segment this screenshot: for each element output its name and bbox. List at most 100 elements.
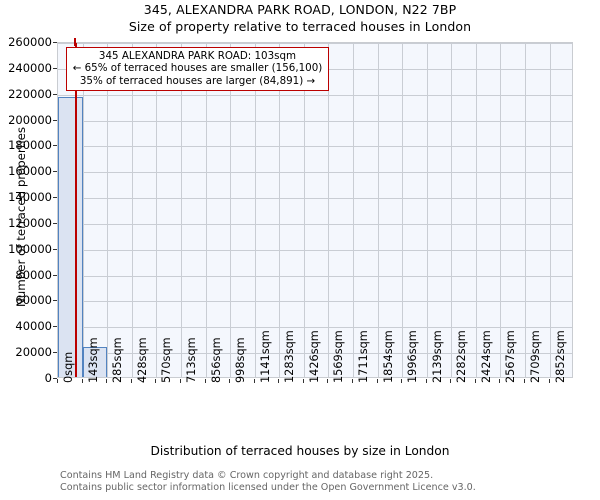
gridline-vertical: [525, 43, 526, 377]
x-axis-tick-mark: [254, 379, 255, 383]
y-axis-tick-label: 220000: [8, 86, 52, 101]
x-axis-tick-label: 1141sqm: [258, 330, 272, 383]
x-axis-tick-mark: [327, 379, 328, 383]
x-axis-tick-mark: [377, 379, 378, 383]
gridline-horizontal: [58, 43, 572, 44]
y-axis-tick-mark: [53, 171, 57, 173]
y-axis-title: Number of terraced properties: [14, 126, 28, 308]
x-axis-tick-label: 2709sqm: [528, 330, 542, 383]
y-axis-tick-label: 240000: [8, 60, 52, 75]
y-axis-tick-mark: [53, 378, 57, 379]
x-axis-tick-label: 570sqm: [160, 337, 174, 383]
gridline-vertical: [156, 43, 157, 377]
x-axis-tick-mark: [180, 379, 181, 383]
x-axis-tick-mark: [524, 379, 525, 383]
gridline-horizontal: [58, 327, 572, 328]
x-axis-tick-mark: [106, 379, 107, 383]
gridline-horizontal: [58, 172, 572, 173]
y-axis-tick-label: 120000: [8, 215, 52, 230]
gridline-vertical: [83, 43, 84, 377]
y-axis-tick-mark: [53, 248, 57, 250]
y-axis-tick-label: 200000: [8, 112, 52, 127]
x-axis-tick-mark: [352, 379, 353, 383]
gridline-vertical: [451, 43, 452, 377]
property-annotation-box: 345 ALEXANDRA PARK ROAD: 103sqm ← 65% of…: [66, 47, 329, 91]
x-axis-title: Distribution of terraced houses by size …: [150, 444, 450, 458]
x-axis-tick-mark: [205, 379, 206, 383]
x-axis-tick-mark: [278, 379, 279, 383]
x-axis-tick-mark: [426, 379, 427, 383]
y-axis-tick-mark: [53, 119, 57, 121]
y-axis-tick-mark: [53, 93, 57, 95]
gridline-horizontal: [58, 224, 572, 225]
x-axis-tick-label: 1854sqm: [381, 330, 395, 383]
plot-area: [57, 42, 573, 378]
gridline-vertical: [279, 43, 280, 377]
gridline-vertical: [132, 43, 133, 377]
x-axis-tick-label: 2852sqm: [553, 330, 567, 383]
y-axis-tick-label: 140000: [8, 190, 52, 205]
annotation-line-1: 345 ALEXANDRA PARK ROAD: 103sqm: [98, 50, 297, 62]
gridline-vertical: [353, 43, 354, 377]
y-axis-tick-label: 80000: [15, 267, 52, 282]
y-axis-tick-label: 260000: [8, 35, 52, 49]
annotation-line-3: 35% of terraced houses are larger (84,89…: [79, 74, 316, 87]
gridline-vertical: [476, 43, 477, 377]
page-subtitle: Size of property relative to terraced ho…: [128, 19, 472, 34]
y-axis-tick-label: 0: [44, 371, 52, 385]
gridline-vertical: [181, 43, 182, 377]
x-axis-tick-mark: [549, 379, 550, 383]
x-axis-tick-mark: [450, 379, 451, 383]
gridline-vertical: [255, 43, 256, 377]
x-axis-tick-mark: [401, 379, 402, 383]
x-axis-tick-mark: [155, 379, 156, 383]
y-axis-tick-label: 160000: [8, 164, 52, 179]
y-axis-tick-label: 60000: [15, 293, 52, 308]
y-axis-tick-label: 40000: [15, 319, 52, 334]
x-axis-tick-label: 1996sqm: [406, 330, 419, 383]
y-axis-tick-mark: [53, 197, 57, 199]
annotation-line-2: ← 65% of terraced houses are smaller (15…: [72, 62, 323, 75]
marker-line: [74, 43, 77, 377]
x-axis-tick-label: 2139sqm: [430, 330, 444, 383]
gridline-horizontal: [58, 250, 572, 251]
marker-line-extension: [73, 38, 76, 46]
gridline-vertical: [550, 43, 551, 377]
gridline-horizontal: [58, 95, 572, 96]
y-axis-tick-mark: [53, 326, 57, 328]
y-axis-tick-mark: [53, 67, 57, 69]
x-axis-tick-label: 1283sqm: [283, 330, 297, 383]
x-axis-tick-label: 285sqm: [111, 337, 125, 383]
x-axis-tick-label: 1426sqm: [307, 330, 321, 383]
y-axis-tick-mark: [53, 145, 57, 147]
gridline-horizontal: [58, 198, 572, 199]
gridline-vertical: [304, 43, 305, 377]
gridline-vertical: [402, 43, 403, 377]
gridline-horizontal: [58, 276, 572, 277]
gridline-vertical: [378, 43, 379, 377]
gridline-vertical: [206, 43, 207, 377]
x-axis-tick-label: 2567sqm: [504, 330, 518, 383]
x-axis-tick-label: 143sqm: [86, 337, 100, 383]
x-axis-tick-label: 713sqm: [184, 337, 198, 383]
x-axis-tick-mark: [475, 379, 476, 383]
x-axis-tick-label: 1711sqm: [356, 330, 370, 383]
y-axis-tick-label: 180000: [8, 138, 52, 153]
gridline-vertical: [328, 43, 329, 377]
x-axis-tick-label: 998sqm: [234, 337, 247, 383]
gridline-vertical: [107, 43, 108, 377]
gridline-vertical: [500, 43, 501, 377]
x-axis-tick-label: 428sqm: [135, 337, 149, 383]
page-title: 345, ALEXANDRA PARK ROAD, LONDON, N22 7B…: [143, 2, 457, 17]
y-axis-tick-mark: [53, 300, 57, 302]
gridline-vertical: [427, 43, 428, 377]
bar: [82, 346, 108, 377]
gridline-horizontal: [58, 121, 572, 122]
x-axis-tick-label: 2282sqm: [455, 330, 469, 383]
footer-line-2: Contains public sector information licen…: [60, 481, 476, 493]
y-axis-tick-mark: [53, 222, 57, 224]
attribution-footer: Contains HM Land Registry data © Crown c…: [60, 470, 476, 493]
gridline-vertical: [230, 43, 231, 377]
x-axis-tick-label: 1569sqm: [332, 330, 346, 383]
